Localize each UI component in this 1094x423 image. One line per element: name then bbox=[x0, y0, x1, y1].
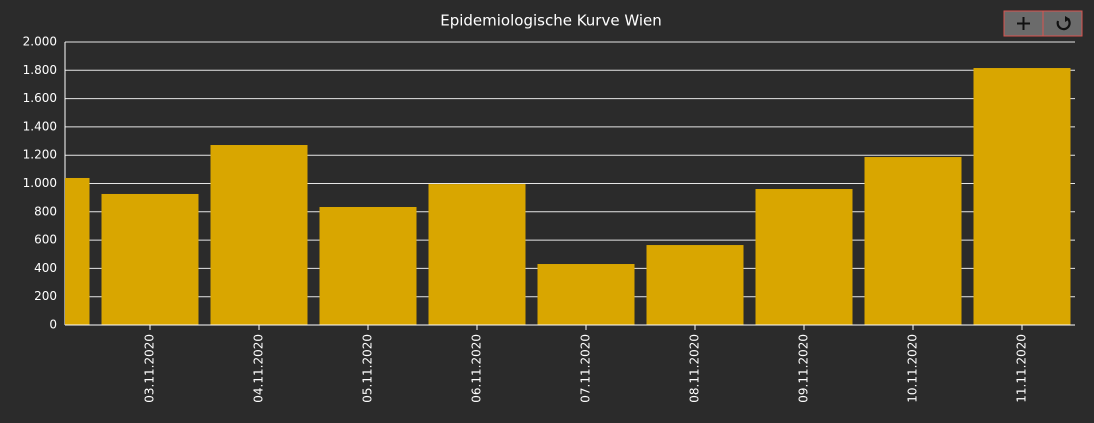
y-tick-label: 1.000 bbox=[23, 176, 57, 190]
reset-button[interactable] bbox=[1042, 10, 1083, 37]
x-tick-label: 04.11.2020 bbox=[252, 334, 266, 403]
labels: 0 200 400 600 800 1.000 1.200 1.400 1.600 1.800 2.… bbox=[23, 35, 1075, 403]
x-tick-label: 06.11.2020 bbox=[470, 334, 484, 403]
x-tick-label: 03.11.2020 bbox=[143, 334, 157, 403]
bar bbox=[319, 206, 417, 325]
y-tick-label: 1.400 bbox=[23, 119, 57, 133]
bar bbox=[864, 157, 962, 325]
bar bbox=[210, 145, 308, 325]
bar bbox=[646, 245, 744, 325]
x-tick-label: 09.11.2020 bbox=[797, 334, 811, 403]
y-tick-label: 0 bbox=[49, 318, 57, 332]
bar bbox=[65, 177, 90, 325]
x-tick-label: 10.11.2020 bbox=[906, 334, 920, 403]
bar bbox=[973, 68, 1071, 325]
y-tick-label: 1.600 bbox=[23, 91, 57, 105]
reset-icon bbox=[1056, 18, 1071, 31]
bar bbox=[428, 184, 526, 325]
x-tick-label: 08.11.2020 bbox=[688, 334, 702, 403]
chart-title: Epidemiologische Kurve Wien bbox=[440, 12, 662, 30]
y-tick-label: 2.000 bbox=[23, 35, 57, 49]
y-tick-label: 600 bbox=[34, 233, 57, 247]
y-tick-label: 800 bbox=[34, 204, 57, 218]
y-tick-label: 400 bbox=[34, 261, 57, 275]
bar bbox=[537, 264, 635, 325]
x-tick-label: 05.11.2020 bbox=[361, 334, 375, 403]
x-tick-label: 11.11.2020 bbox=[1015, 334, 1029, 403]
reset-arrow bbox=[1065, 16, 1070, 22]
pan-icon bbox=[1017, 17, 1030, 30]
bar bbox=[101, 193, 199, 325]
bar bbox=[755, 189, 853, 325]
y-tick-label: 200 bbox=[34, 289, 57, 303]
toolbar bbox=[1003, 10, 1083, 37]
x-tick-label: 07.11.2020 bbox=[579, 334, 593, 403]
bars bbox=[65, 68, 1071, 325]
y-tick-label: 1.800 bbox=[23, 63, 57, 77]
y-tick-label: 1.200 bbox=[23, 148, 57, 162]
